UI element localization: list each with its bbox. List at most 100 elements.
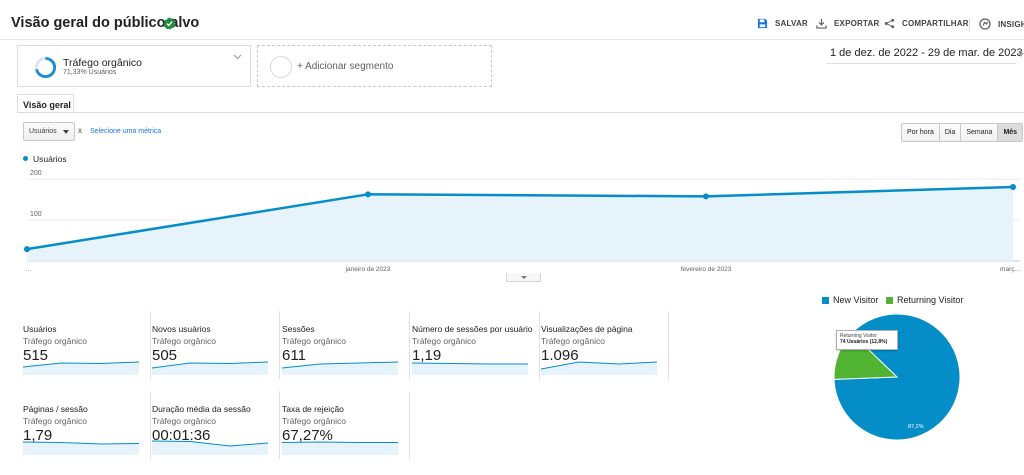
select-metric-link[interactable]: Selecione uma métrica — [90, 128, 162, 135]
data-point — [1010, 183, 1016, 190]
metric-title: Sessões — [282, 324, 315, 334]
granularity-day-button[interactable]: Dia — [939, 124, 962, 141]
metric-sparkline — [152, 361, 268, 375]
metric-value: 611 — [282, 347, 306, 364]
date-dropdown-icon[interactable] — [1018, 53, 1024, 57]
metric-tile-sessions[interactable]: Sessões Tráfego orgânico 611 — [282, 311, 410, 379]
metric-value: 515 — [23, 347, 49, 364]
metric-sparkline — [541, 361, 657, 375]
metric-tile-avg-session-duration[interactable]: Duração média da sessão Tráfego orgânico… — [152, 391, 280, 459]
tab-underline — [17, 112, 1024, 113]
segment-donut-icon — [34, 56, 57, 79]
clear-metric-button[interactable]: x — [78, 126, 82, 135]
export-label: EXPORTAR — [834, 19, 880, 28]
metric-sparkline — [282, 361, 398, 375]
pie-slice-label: 87,2% — [908, 424, 924, 430]
export-icon — [816, 18, 827, 29]
verified-check-icon — [163, 17, 176, 30]
pie-legend-new-visitor: New Visitor — [822, 295, 878, 305]
pie-tooltip-value: 74 Usuários (12,8%) — [840, 339, 888, 345]
metric-sparkline — [152, 440, 268, 455]
x-tick-label: fevereiro de 2023 — [681, 266, 732, 273]
metric-segment: Tráfego orgânico — [282, 336, 346, 346]
metric-tile-users[interactable]: Usuários Tráfego orgânico 515 — [23, 311, 151, 379]
granularity-month-button[interactable]: Mês — [998, 124, 1023, 141]
metric-segment: Tráfego orgânico — [412, 336, 476, 346]
metric-title: Número de sessões por usuário — [412, 324, 533, 334]
metric-title: Duração média da sessão — [152, 404, 251, 414]
granularity-hour-button[interactable]: Por hora — [902, 124, 940, 141]
metric-title: Usuários — [23, 324, 57, 334]
tab-overview[interactable]: Visão geral — [17, 94, 74, 113]
metric-segment: Tráfego orgânico — [23, 416, 87, 426]
metric-sparkline — [23, 361, 139, 375]
metric-select-value: Usuários — [29, 128, 57, 135]
insights-label: INSIGHTS — [998, 19, 1024, 29]
metric-value: 1,19 — [412, 347, 442, 364]
metric-tile-pageviews[interactable]: Visualizações de página Tráfego orgânico… — [541, 311, 669, 379]
chart-collapse-handle[interactable] — [506, 273, 541, 282]
page-title: Visão geral do público-alvo — [11, 15, 200, 31]
series-area — [27, 186, 1013, 261]
add-segment-label: + Adicionar segmento — [297, 61, 394, 72]
segment-subtitle: 71,33% Usuários — [63, 69, 117, 76]
pie-tooltip-title: Returning Visitor — [840, 333, 877, 339]
pie-legend-label: New Visitor — [833, 295, 879, 305]
add-segment-button[interactable]: + Adicionar segmento — [257, 45, 492, 87]
metric-tile-bounce-rate[interactable]: Taxa de rejeição Tráfego orgânico 67,27% — [282, 391, 410, 459]
share-icon — [884, 18, 895, 29]
granularity-week-button[interactable]: Semana — [961, 124, 999, 141]
metric-value: 00:01:36 — [152, 427, 211, 444]
pie-legend-label: Returning Visitor — [897, 295, 964, 305]
segment-name: Tráfego orgânico — [63, 57, 142, 69]
x-tick-label: … — [25, 266, 32, 273]
x-tick-label: març… — [1000, 266, 1021, 273]
series-line — [26, 185, 1014, 251]
share-button[interactable]: COMPARTILHAR — [884, 18, 969, 29]
metric-segment: Tráfego orgânico — [152, 336, 216, 346]
metric-sparkline — [282, 441, 398, 455]
data-point — [365, 191, 371, 198]
metric-tile-sessions-per-user[interactable]: Número de sessões por usuário Tráfego or… — [412, 311, 540, 379]
share-label: COMPARTILHAR — [902, 19, 969, 28]
metric-segment: Tráfego orgânico — [23, 336, 87, 346]
caret-down-icon — [63, 130, 69, 134]
segment-card[interactable]: Tráfego orgânico 71,33% Usuários — [17, 45, 251, 87]
pie-legend-swatch — [886, 296, 893, 304]
legend-users-marker — [23, 156, 28, 161]
y-tick-label: 100 — [30, 211, 42, 218]
metric-sparkline — [412, 362, 528, 375]
metric-tile-pages-per-session[interactable]: Páginas / sessão Tráfego orgânico 1,79 — [23, 391, 151, 459]
metric-value: 1,79 — [23, 427, 53, 444]
metric-select[interactable]: Usuários — [23, 122, 75, 141]
page-header: Visão geral do público-alvo SALVAR EXPOR… — [0, 0, 1024, 40]
users-line-chart: 100 200 … janeiro de 2023 fevereiro de 2023 m… — [24, 170, 1021, 273]
metric-title: Novos usuários — [152, 324, 211, 334]
metric-tile-new-users[interactable]: Novos usuários Tráfego orgânico 505 — [152, 311, 280, 379]
metric-value: 1.096 — [541, 347, 579, 364]
chevron-down-icon[interactable] — [233, 54, 242, 60]
save-icon — [757, 18, 768, 29]
metric-value: 505 — [152, 347, 178, 364]
metric-title: Páginas / sessão — [23, 404, 88, 414]
date-range-picker[interactable]: 1 de dez. de 2022 - 29 de mar. de 2023 — [830, 47, 1023, 59]
metric-segment: Tráfego orgânico — [282, 416, 346, 426]
metric-title: Visualizações de página — [541, 324, 633, 334]
data-point — [24, 246, 30, 253]
export-button[interactable]: EXPORTAR — [816, 18, 879, 29]
save-label: SALVAR — [775, 19, 808, 28]
metric-sparkline — [23, 441, 139, 455]
pie-legend-swatch — [822, 296, 829, 304]
caret-down-icon — [521, 276, 527, 279]
insights-icon — [979, 18, 991, 30]
metric-title: Taxa de rejeição — [282, 404, 344, 414]
legend-users-label: Usuários — [33, 154, 67, 164]
add-segment-circle-icon — [270, 56, 292, 78]
granularity-toggle: Por hora Dia Semana Mês — [901, 123, 1024, 142]
data-point — [703, 193, 709, 200]
y-tick-label: 200 — [30, 170, 42, 177]
insights-button[interactable]: INSIGHTS — [979, 18, 1024, 30]
metric-segment: Tráfego orgânico — [541, 336, 605, 346]
pie-legend-returning-visitor: Returning Visitor — [886, 295, 963, 305]
save-button[interactable]: SALVAR — [757, 18, 808, 29]
